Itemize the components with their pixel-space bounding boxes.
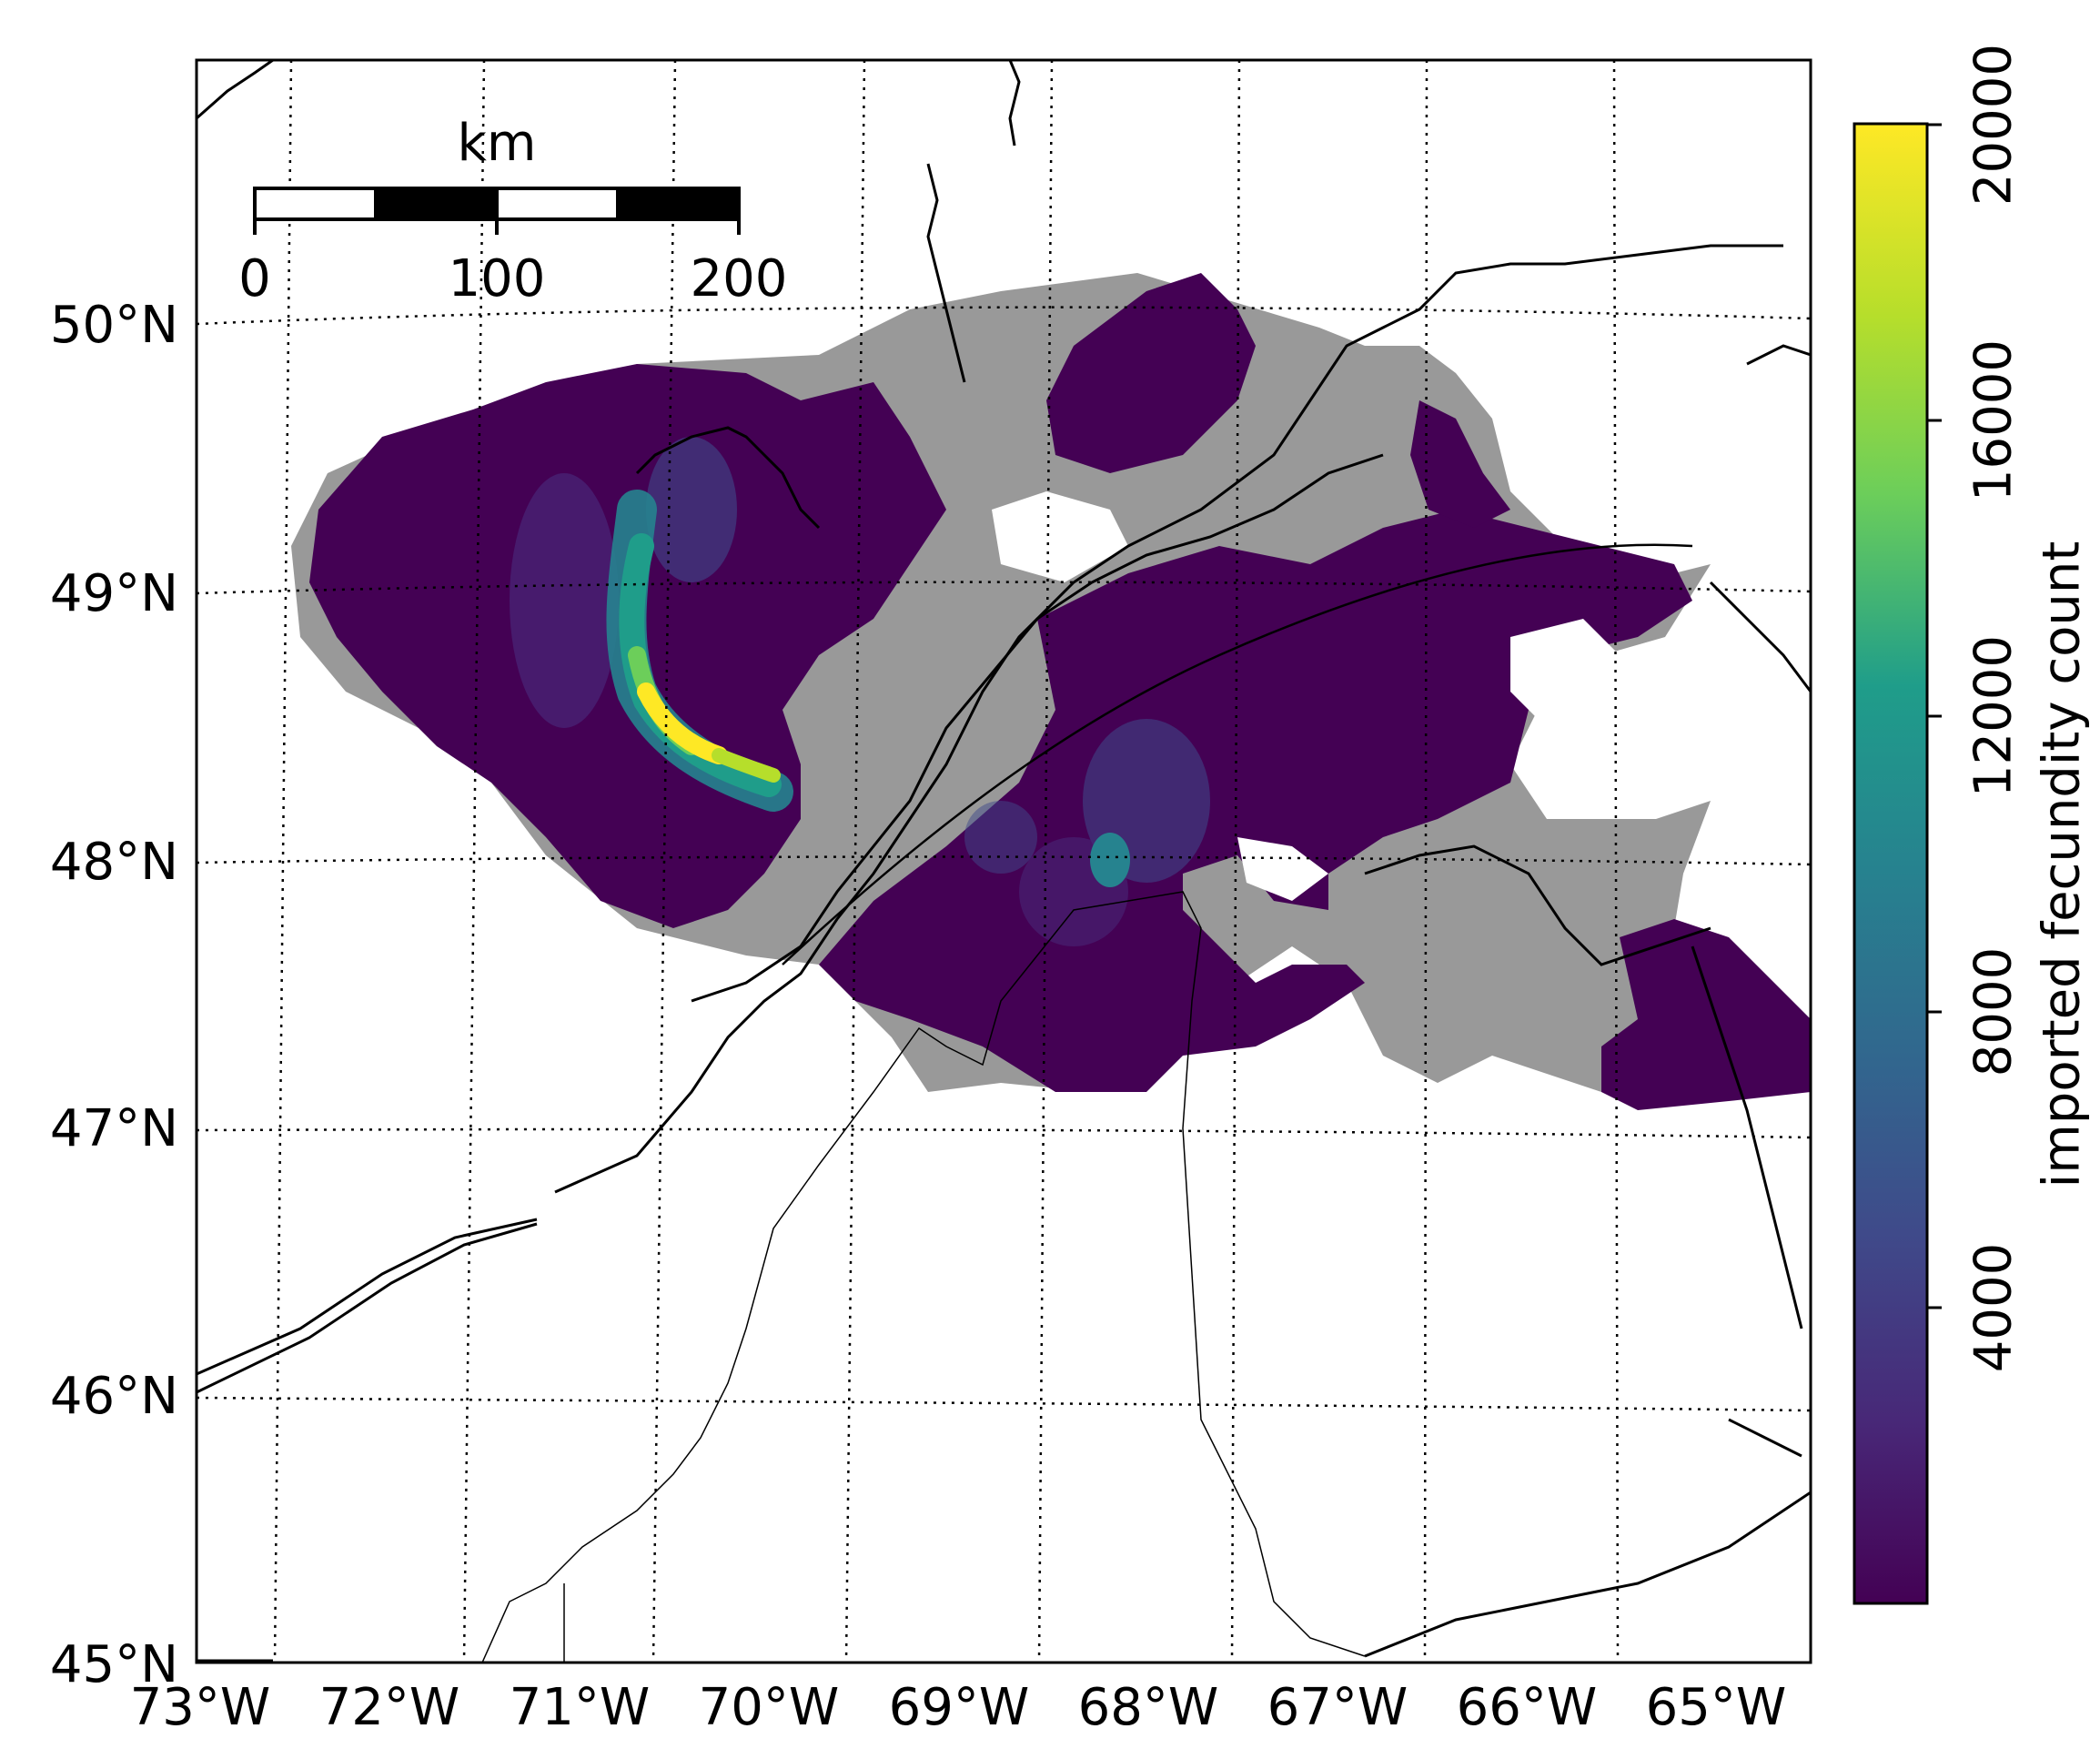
colorbar-gradient [1853,122,1929,1605]
scale-bar-segment-1 [253,187,378,221]
colorbar-tick-label: 12000 [1964,635,2024,797]
scale-bar-unit: km [458,114,537,173]
lon-tick-label: 66°W [1457,1678,1598,1737]
meridian-71W [462,60,486,1663]
meridian-68W [1037,60,1054,1663]
lat-tick-label: 50°N [50,296,178,355]
coastlines [197,60,1811,1663]
lat-tick-label: 47°N [50,1099,178,1158]
scale-bar-segment-3 [495,187,620,221]
map-content [197,60,1811,1663]
scale-bar-label: 200 [691,249,788,308]
lon-tick-label: 69°W [889,1678,1030,1737]
lon-tick-label: 68°W [1078,1678,1219,1737]
colorbar-tick-label: 8000 [1964,947,2024,1077]
map-axes-frame [195,58,1812,1664]
scale-bar-label: 0 [238,249,271,308]
state-border [481,891,1366,1663]
colorbar-tick-label: 4000 [1964,1243,2024,1373]
lat-tick-label: 49°N [50,564,178,623]
scale-bar-label: 100 [449,249,546,308]
hexbin-hotspot-crescent [606,490,1130,887]
lat-tick-label: 46°N [50,1367,178,1426]
lon-tick-label: 73°W [130,1678,271,1737]
meridian-72W [273,60,293,1663]
hexbin-mid-values [510,437,1210,946]
colorbar-tick-label: 16000 [1964,339,2024,501]
colorbar-tick-label: 20000 [1964,44,2024,206]
colorbar-ticks [1927,123,1942,1309]
lon-tick-label: 70°W [699,1678,840,1737]
scale-bar-segment-2 [374,187,499,221]
meridian-65W [1612,60,1620,1663]
lon-tick-label: 65°W [1646,1678,1787,1737]
lon-tick-label: 72°W [319,1678,460,1737]
colorbar-label: imported fecundity count [2033,541,2092,1188]
hexbin-gaps [992,491,1620,901]
lat-tick-label: 48°N [50,833,178,892]
graticule [197,60,1811,1663]
meridian-70W [651,60,677,1663]
lon-tick-label: 67°W [1267,1678,1408,1737]
lat-tick-label: 45°N [50,1635,178,1694]
meridian-69W [844,60,866,1663]
scale-bar-segment-4 [616,187,741,221]
meridian-66W [1423,60,1429,1663]
meridian-67W [1230,60,1241,1663]
lon-tick-labels: 73°W 72°W 71°W 70°W 69°W 68°W 67°W 66°W … [130,1678,1787,1737]
colorbar: 4000 8000 12000 16000 20000 imported fec… [1853,44,2092,1605]
lat-tick-labels: 45°N 46°N 47°N 48°N 49°N 50°N [50,296,178,1694]
parallel-50N [197,306,1811,326]
scale-bar: km 0 100 200 [238,114,787,308]
lon-tick-label: 71°W [510,1678,651,1737]
province-border [782,543,1693,965]
